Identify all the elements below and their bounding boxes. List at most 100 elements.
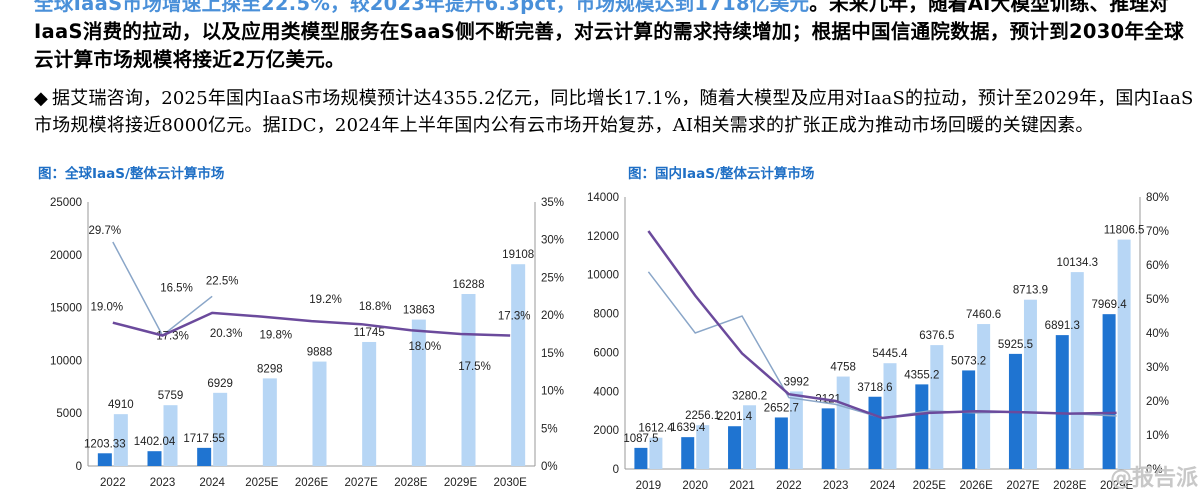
line-value-label: 18.8%	[359, 301, 392, 313]
bar-light	[163, 405, 178, 466]
x-tick-label: 2026E	[960, 480, 994, 492]
bar-light	[113, 414, 128, 466]
y-tick-label: 25000	[50, 197, 82, 209]
bar-value-label: 2201.4	[717, 411, 753, 423]
line-value-label: 22.5%	[206, 275, 239, 287]
y-tick-label: 12000	[587, 231, 619, 243]
bar-value-label: 4910	[108, 399, 134, 411]
bar-value-label: 3992	[784, 376, 810, 388]
bar-value-label: 9888	[307, 347, 333, 359]
y2-tick-label: 10%	[541, 386, 564, 398]
bar-value-label: 1402.04	[134, 436, 176, 448]
paragraph-global-market: 全球IaaS市场增速上探至22.5%，较2023年提升6.3pct，市场规模达到…	[34, 0, 1194, 74]
line-value-label: 17.3%	[498, 311, 531, 323]
bar-value-label: 6891.3	[1045, 320, 1080, 332]
y2-tick-label: 15%	[541, 348, 564, 360]
bar-light	[1117, 239, 1131, 469]
paragraph-domestic-market: ◆ 据艾瑞咨询，2025年国内IaaS市场规模预计达4355.2亿元，同比增长17…	[34, 86, 1194, 139]
y-tick-label: 10000	[50, 355, 82, 367]
y-tick-label: 8000	[593, 309, 619, 321]
y-tick-label: 15000	[50, 303, 82, 315]
y2-tick-label: 40%	[1146, 328, 1169, 340]
line-value-label: 16.5%	[160, 283, 193, 295]
bar-dark	[1055, 335, 1069, 469]
paragraph-highlight: 全球IaaS市场增速上探至22.5%，较2023年提升6.3pct，市场规模达到…	[34, 0, 810, 15]
bar-value-label: 3280.2	[732, 390, 767, 402]
bar-value-label: 6929	[207, 378, 233, 390]
line-value-label: 18.0%	[409, 341, 442, 353]
line-value-label: 29.7%	[89, 225, 122, 237]
y-tick-label: 2000	[593, 425, 619, 437]
cloud-growth-line	[112, 311, 511, 337]
bar-value-label: 8713.9	[1013, 285, 1048, 297]
y2-tick-label: 0%	[541, 461, 558, 473]
paragraph-rest: 。未来几年，随着AI大模型训练、推理对IaaS消费的拉动，以及应用类模型服务在S…	[34, 0, 1184, 71]
bar-light	[213, 392, 228, 466]
y2-tick-label: 30%	[541, 235, 564, 247]
bar-value-label: 5759	[158, 390, 184, 402]
bar-value-label: 3718.6	[857, 382, 892, 394]
bar-value-label: 1203.33	[84, 438, 126, 450]
bar-value-label: 11806.5	[1104, 225, 1145, 237]
y2-tick-label: 25%	[541, 272, 564, 284]
bar-dark	[774, 417, 788, 469]
y-tick-label: 6000	[593, 347, 619, 359]
y2-tick-label: 80%	[1146, 192, 1169, 204]
x-tick-label: 2020	[682, 480, 708, 492]
bar-value-label: 4758	[830, 362, 856, 374]
bar-value-label: 2256.1	[685, 410, 720, 422]
bar-dark	[197, 447, 212, 466]
line-value-label: 17.5%	[458, 361, 491, 373]
bar-dark	[728, 426, 742, 469]
bar-value-label: 1717.55	[183, 433, 225, 445]
y2-tick-label: 20%	[541, 310, 564, 322]
y-tick-label: 10000	[587, 270, 619, 282]
x-tick-label: 2024	[199, 477, 225, 489]
bar-value-label: 4355.2	[904, 369, 939, 381]
x-tick-label: 2025E	[245, 477, 279, 489]
bar-light	[511, 264, 526, 466]
chart-title-global: 图：全球IaaS/整体云计算市场	[38, 166, 225, 182]
bar-value-label: 8298	[257, 363, 283, 375]
bar-dark	[147, 451, 162, 466]
bar-dark	[681, 437, 695, 469]
x-tick-label: 2028E	[394, 477, 428, 489]
x-tick-label: 2022	[776, 480, 802, 492]
bar-value-label: 7460.6	[966, 309, 1001, 321]
bar-value-label: 1612.4	[638, 423, 674, 435]
bar-light	[312, 361, 327, 466]
bar-dark	[821, 408, 835, 469]
cloud-growth-line	[647, 230, 1117, 420]
y-tick-label: 5000	[56, 408, 82, 420]
bar-light	[1070, 272, 1084, 469]
bar-light	[930, 345, 944, 469]
x-tick-label: 2028E	[1053, 480, 1087, 492]
y2-tick-label: 30%	[1146, 362, 1169, 374]
y2-tick-label: 60%	[1146, 260, 1169, 272]
y-tick-label: 0	[613, 464, 619, 476]
x-tick-label: 2029E	[444, 477, 478, 489]
x-tick-label: 2019	[636, 480, 662, 492]
x-tick-label: 2026E	[295, 477, 329, 489]
bar-value-label: 19108	[502, 249, 534, 261]
y-tick-label: 20000	[50, 250, 82, 262]
bar-dark	[868, 396, 882, 469]
paragraph-domestic-text: 据艾瑞咨询，2025年国内IaaS市场规模预计达4355.2亿元，同比增长17.…	[34, 88, 1194, 136]
y2-tick-label: 20%	[1146, 396, 1169, 408]
bar-value-label: 5445.4	[872, 348, 908, 360]
chart-title-domestic: 图：国内IaaS/整体云计算市场	[628, 166, 815, 182]
line-value-label: 19.0%	[91, 302, 124, 314]
bar-light	[411, 319, 426, 466]
bar-value-label: 1639.4	[670, 422, 706, 434]
x-tick-label: 2024	[870, 480, 896, 492]
x-tick-label: 2022	[100, 477, 126, 489]
bar-dark	[915, 384, 929, 469]
bar-dark	[1102, 314, 1116, 469]
bar-value-label: 13863	[403, 305, 435, 317]
bar-value-label: 5073.2	[951, 355, 986, 367]
bar-dark	[962, 370, 976, 469]
bar-light	[789, 391, 803, 469]
y2-tick-label: 35%	[541, 197, 564, 209]
x-tick-label: 2023	[150, 477, 176, 489]
